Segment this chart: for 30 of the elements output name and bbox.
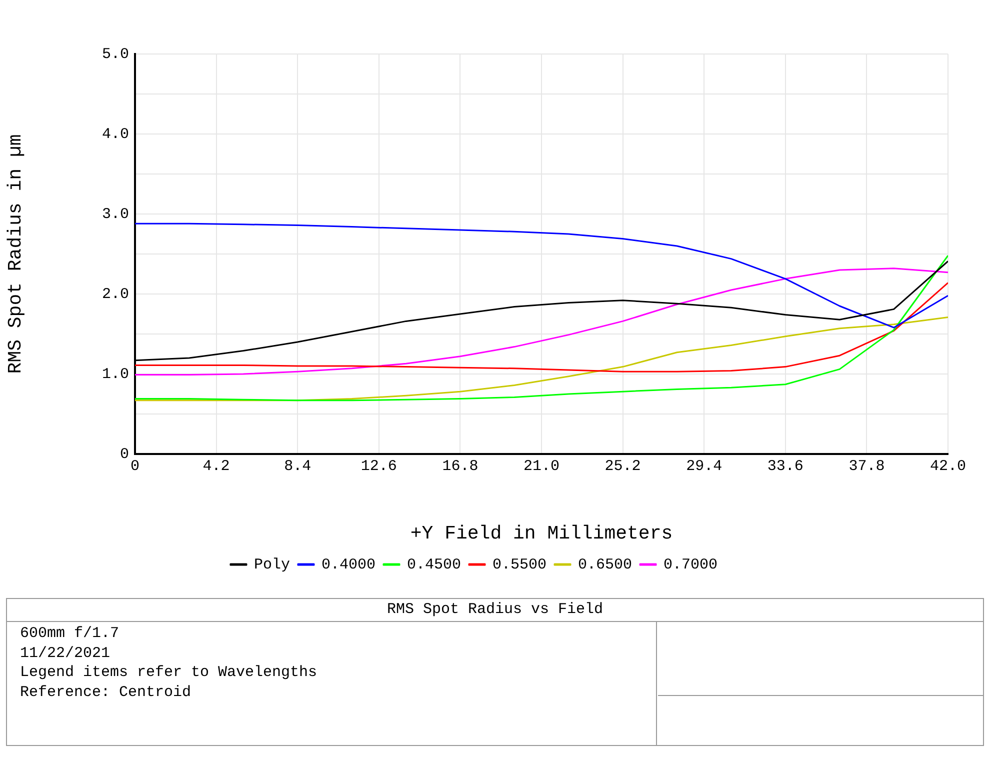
legend-label: 0.5500 xyxy=(492,556,547,574)
y-tick-label: 1.0 xyxy=(102,366,129,383)
legend-label: Poly xyxy=(254,556,290,574)
y-tick-label: 5.0 xyxy=(102,46,129,63)
legend-label: 0.4000 xyxy=(321,556,376,574)
x-tick-label: 37.8 xyxy=(848,458,885,475)
legend-label: 0.4500 xyxy=(406,556,462,574)
y-tick-label: 4.0 xyxy=(102,126,129,143)
x-tick-label: 16.8 xyxy=(442,458,478,475)
x-tick-label: 42.0 xyxy=(930,458,966,475)
text: 600mm f/1.7 xyxy=(20,624,120,644)
text: Legend items refer to Wavelengths xyxy=(20,663,318,682)
y-tick-label: 0 xyxy=(120,446,129,463)
x-tick-label: 33.6 xyxy=(767,458,804,475)
x-tick-label: 21.0 xyxy=(523,458,560,475)
legend-label: 0.6500 xyxy=(578,556,632,574)
x-axis-title: +Y Field in Millimeters xyxy=(410,522,673,545)
x-tick-label: 12.6 xyxy=(360,458,397,475)
legend-label: 0.7000 xyxy=(664,556,718,574)
y-axis-title: RMS Spot Radius in µm xyxy=(4,134,26,374)
x-tick-label: 8.4 xyxy=(284,458,312,475)
y-tick-label: 2.0 xyxy=(102,286,129,303)
x-tick-label: 29.4 xyxy=(686,458,722,475)
x-tick-label: 0 xyxy=(130,458,140,475)
text: 11/22/2021 xyxy=(20,644,112,663)
text: RMS Spot Radius vs Field xyxy=(7,599,983,622)
x-tick-label: 25.2 xyxy=(604,458,641,475)
x-tick-label: 4.2 xyxy=(202,458,230,475)
y-tick-label: 3.0 xyxy=(102,206,129,223)
text: Reference: Centroid xyxy=(20,682,192,702)
